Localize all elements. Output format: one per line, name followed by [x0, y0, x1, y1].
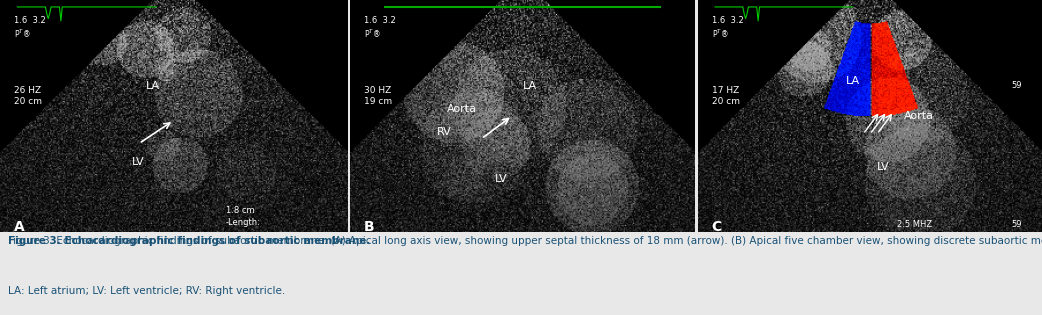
Text: 26 HZ: 26 HZ — [14, 86, 41, 95]
Text: -Length:: -Length: — [226, 218, 260, 226]
Text: 59: 59 — [1011, 220, 1021, 229]
Text: 30 HZ: 30 HZ — [365, 86, 392, 95]
Text: LA: LA — [146, 81, 160, 91]
Text: Figure 3. Echocardiographic findings of subaortic membrane. (A) Apical long axis: Figure 3. Echocardiographic findings of … — [8, 236, 1042, 246]
Text: P$^T$®: P$^T$® — [14, 28, 30, 40]
Text: Aorta: Aorta — [447, 104, 477, 114]
Text: LV: LV — [495, 174, 507, 184]
Text: LV: LV — [876, 162, 890, 172]
Text: C: C — [712, 220, 722, 234]
Text: LA: LA — [522, 81, 537, 91]
Text: LV: LV — [132, 158, 145, 168]
Text: 19 cm: 19 cm — [365, 97, 393, 106]
Text: 20 cm: 20 cm — [14, 97, 42, 106]
Text: P$^T$®: P$^T$® — [712, 28, 728, 40]
Text: 59: 59 — [1011, 81, 1021, 90]
Text: B: B — [365, 220, 375, 234]
Text: 2.5 MHZ: 2.5 MHZ — [897, 220, 933, 229]
Text: 1.6  3.2: 1.6 3.2 — [365, 16, 396, 25]
Text: 1.6  3.2: 1.6 3.2 — [712, 16, 743, 25]
Text: LA: Left atrium; LV: Left ventricle; RV: Right ventricle.: LA: Left atrium; LV: Left ventricle; RV:… — [8, 286, 286, 296]
Text: Aorta: Aorta — [904, 111, 935, 121]
Text: 17 HZ: 17 HZ — [712, 86, 739, 95]
Text: P$^T$®: P$^T$® — [365, 28, 381, 40]
Text: LA: LA — [846, 77, 860, 86]
Text: Figure 3. Echocardiographic findings of subaortic membrane.: Figure 3. Echocardiographic findings of … — [8, 236, 371, 246]
Text: 20 cm: 20 cm — [712, 97, 740, 106]
Text: 1.8 cm: 1.8 cm — [226, 206, 254, 215]
Text: 1.6  3.2: 1.6 3.2 — [14, 16, 46, 25]
Text: A: A — [14, 220, 25, 234]
Text: RV: RV — [437, 127, 451, 137]
